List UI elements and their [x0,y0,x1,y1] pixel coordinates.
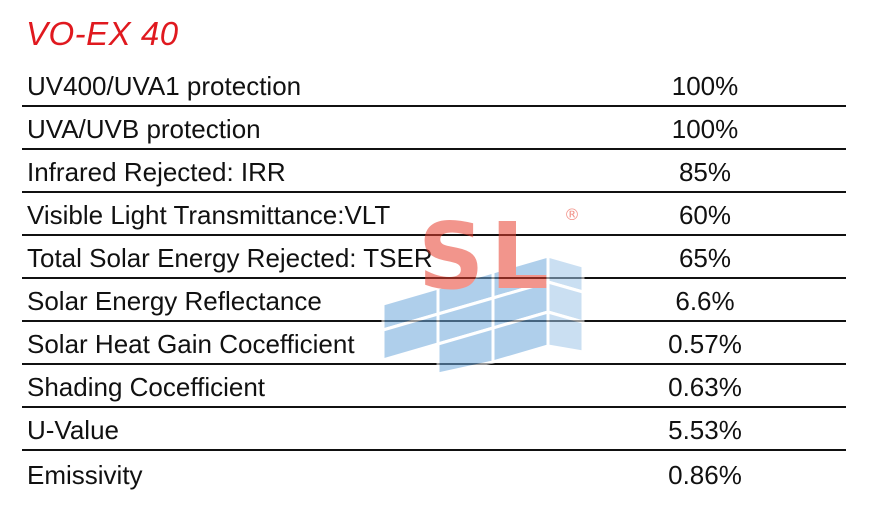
spec-value: 100% [671,71,739,101]
spec-row: U-Value 5.53% [22,408,846,451]
spec-label: UVA/UVB protection [27,114,261,144]
spec-value: 100% [671,114,739,144]
spec-value: 0.86% [668,460,742,490]
spec-value: 0.63% [668,372,742,402]
spec-label: Solar Heat Gain Cocefficient [27,329,355,359]
spec-row: Infrared Rejected: IRR 85% [22,150,846,193]
spec-row: Solar Energy Reflectance 6.6% [22,279,846,322]
spec-row: UVA/UVB protection 100% [22,107,846,150]
spec-label: Emissivity [27,460,143,490]
spec-table: UV400/UVA1 protection 100% UVA/UVB prote… [22,64,846,494]
spec-value: 0.57% [668,329,742,359]
spec-value: 65% [678,243,732,273]
spec-value: 60% [678,200,732,230]
spec-row: Emissivity 0.86% [22,451,846,494]
product-title: VO-EX 40 [26,15,179,52]
spec-label: Visible Light Transmittance:VLT [27,200,391,230]
spec-value: 6.6% [675,286,735,316]
spec-row: Total Solar Energy Rejected: TSER 65% [22,236,846,279]
spec-label: UV400/UVA1 protection [27,71,302,101]
spec-row: Visible Light Transmittance:VLT 60% [22,193,846,236]
spec-label: Infrared Rejected: IRR [27,157,286,187]
spec-value: 85% [678,157,732,187]
spec-row: Shading Cocefficient 0.63% [22,365,846,408]
spec-row: UV400/UVA1 protection 100% [22,64,846,107]
spec-label: U-Value [27,415,120,445]
spec-label: Total Solar Energy Rejected: TSER [27,243,433,273]
spec-value: 5.53% [668,415,742,445]
spec-row: Solar Heat Gain Cocefficient 0.57% [22,322,846,365]
spec-label: Solar Energy Reflectance [27,286,322,316]
spec-label: Shading Cocefficient [27,372,266,402]
